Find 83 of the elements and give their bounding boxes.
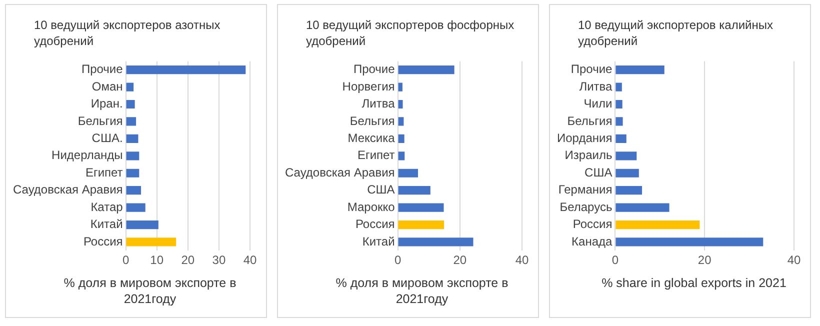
bar [126, 134, 138, 143]
y-tick-label: Иордания [557, 130, 612, 145]
x-axis-title: % доля в мировом экспорте в 2021году [62, 275, 238, 307]
x-tick-label: 0 [394, 253, 402, 268]
bar [616, 168, 639, 178]
x-tick-label: 20 [698, 253, 712, 268]
bar [126, 220, 158, 230]
bar [616, 203, 670, 212]
bar [616, 152, 637, 160]
y-tick-label: Россия [83, 234, 123, 248]
bar [616, 186, 642, 195]
bar [398, 117, 404, 126]
x-tick-label: 10 [150, 253, 164, 268]
y-tick-label: Марокко [347, 200, 396, 214]
bar [616, 66, 664, 74]
x-tick-label: 20 [453, 253, 467, 268]
y-tick-label: Нидерланды [52, 148, 123, 162]
bar [616, 134, 626, 143]
y-tick-label: Оман [92, 79, 123, 94]
bar [126, 152, 140, 160]
bar [398, 82, 402, 92]
y-tick-label: Бельгия [350, 114, 395, 128]
x-tick-label: 20 [181, 253, 195, 268]
y-tick-label: Прочие [570, 62, 613, 76]
bar [616, 117, 623, 126]
bar [398, 203, 444, 212]
y-tick-label: США. [92, 130, 123, 145]
y-tick-label: Россия [355, 217, 395, 232]
y-tick-label: Германия [558, 182, 612, 197]
y-tick-label: Иран. [90, 96, 123, 111]
x-tick-label: 40 [787, 253, 801, 268]
bar [616, 220, 700, 230]
x-tick-label: 0 [612, 253, 619, 268]
chart-title: 10 ведущий экспортеров калийных удобрений [578, 17, 774, 50]
bar [398, 220, 444, 230]
bar [616, 100, 622, 109]
y-tick-label: Саудовская Аравия [12, 182, 123, 197]
y-tick-label: Египет [85, 165, 124, 180]
y-tick-label: Россия [572, 217, 612, 232]
bar [398, 168, 418, 178]
bar [398, 152, 405, 160]
bar [398, 66, 454, 74]
bar [126, 168, 140, 178]
x-tick-label: 30 [212, 253, 226, 268]
bar [616, 238, 764, 246]
y-tick-label: Норвегия [342, 79, 395, 94]
bar [126, 186, 142, 195]
y-tick-label: Бельгия [567, 114, 612, 128]
bar [126, 66, 246, 74]
bar [126, 100, 135, 109]
bar [398, 134, 404, 143]
y-tick-label: Прочие [81, 62, 124, 76]
bar [398, 100, 403, 109]
x-tick-label: 40 [515, 253, 529, 268]
y-tick-label: Прочие [353, 62, 396, 76]
y-tick-label: Израиль [564, 148, 612, 162]
bar [126, 82, 134, 92]
bar [398, 238, 474, 246]
y-tick-label: Канада [572, 234, 613, 248]
y-tick-label: Литва [579, 79, 613, 94]
y-tick-label: Беларусь [560, 200, 612, 214]
y-tick-label: Китай [90, 217, 123, 232]
y-tick-label: Катар [90, 200, 124, 214]
x-tick-label: 40 [243, 253, 257, 268]
y-tick-label: Чили [584, 96, 612, 111]
y-tick-label: Египет [357, 148, 396, 162]
x-axis-title: % share in global exports in 2021 [600, 275, 788, 291]
y-tick-label: Китай [362, 234, 395, 248]
bar [398, 186, 430, 195]
bar [126, 117, 136, 126]
y-tick-label: Мексика [348, 130, 396, 145]
x-tick-label: 0 [122, 253, 130, 268]
chart-title: 10 ведущий экспортеров азотных удобрений [34, 17, 222, 50]
y-tick-label: США [584, 165, 612, 180]
y-tick-label: Саудовская Аравия [284, 165, 395, 180]
bar [126, 203, 146, 212]
bar [126, 238, 176, 246]
x-axis-title: % доля в мировом экспорте в 2021году [334, 275, 510, 307]
y-tick-label: Бельгия [78, 114, 123, 128]
y-tick-label: Литва [362, 96, 396, 111]
bar [616, 82, 622, 92]
chart-title: 10 ведущий экспортеров фосфорных удобрений [306, 17, 516, 50]
y-tick-label: США [367, 182, 395, 197]
